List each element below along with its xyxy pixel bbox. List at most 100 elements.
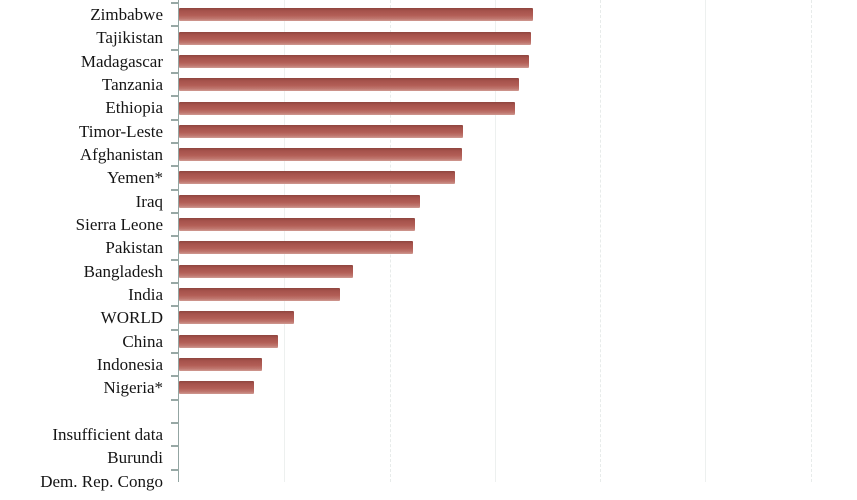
bar-row: China — [0, 330, 857, 353]
axis-tick — [171, 258, 179, 261]
bar-track — [178, 330, 857, 353]
category-label: Tanzania — [101, 74, 163, 94]
no-data-row: Dem. Rep. Congo — [0, 470, 857, 493]
axis-tick — [171, 118, 179, 121]
bar — [179, 148, 462, 162]
bar-chart: Zimbabwe Tajikistan Madagascar Tanzania Ethi… — [40, 0, 812, 491]
axis-tick — [171, 352, 179, 355]
bar — [179, 311, 294, 325]
spacer-row — [0, 400, 857, 423]
bar — [179, 54, 530, 68]
bar — [179, 78, 519, 92]
category-label: Sierra Leone — [75, 214, 163, 234]
category-label: Indonesia — [96, 354, 163, 374]
axis-tick — [171, 398, 179, 401]
axis-tick — [171, 235, 179, 238]
bar-row: Yemen* — [0, 166, 857, 189]
bar — [179, 171, 456, 185]
gridline — [494, 0, 496, 482]
bar-track — [178, 73, 857, 96]
bar-row: Nigeria* — [0, 376, 857, 399]
category-label: Insufficient data — [52, 424, 163, 444]
bar — [179, 101, 516, 115]
bar — [179, 288, 341, 302]
bar-row: Zimbabwe — [0, 3, 857, 26]
category-label: China — [122, 331, 163, 351]
category-label: Bangladesh — [83, 261, 163, 281]
bar-row: Madagascar — [0, 50, 857, 73]
gridline — [389, 0, 391, 482]
axis-tick — [171, 2, 179, 4]
bar-track — [178, 446, 857, 469]
insufficient-data-header-row: Insufficient data — [0, 423, 857, 446]
bar-track — [178, 26, 857, 49]
category-label — [0, 400, 178, 423]
bar — [179, 124, 463, 138]
axis-tick — [171, 422, 179, 425]
category-label: Madagascar — [80, 51, 163, 71]
bar-track — [178, 120, 857, 143]
bar-track — [178, 376, 857, 399]
axis-tick — [171, 95, 179, 98]
category-label: Iraq — [135, 191, 163, 211]
bar-track — [178, 143, 857, 166]
category-label: Yemen* — [107, 168, 163, 188]
bar — [179, 334, 279, 348]
no-data-row: Burundi — [0, 446, 857, 469]
axis-tick — [171, 375, 179, 378]
bar-track — [178, 213, 857, 236]
axis-tick — [171, 165, 179, 168]
category-label: Timor-Leste — [78, 121, 163, 141]
axis-tick — [171, 445, 179, 448]
category-label: Pakistan — [105, 238, 163, 258]
bar-track — [178, 236, 857, 259]
category-label: Tajikistan — [96, 28, 163, 48]
axis-tick — [171, 328, 179, 331]
category-label: Ethiopia — [105, 98, 163, 118]
bar-track — [178, 96, 857, 119]
gridline — [284, 0, 286, 482]
category-label: Dem. Rep. Congo — [40, 471, 163, 491]
bar — [179, 31, 532, 45]
bar-track — [178, 470, 857, 493]
bar-row: India — [0, 283, 857, 306]
category-label: Afghanistan — [79, 144, 163, 164]
bar-row: Bangladesh — [0, 260, 857, 283]
bar-row: Tanzania — [0, 73, 857, 96]
gridline — [600, 0, 602, 482]
bar-row: WORLD — [0, 306, 857, 329]
bar-track — [178, 50, 857, 73]
category-label: WORLD — [100, 308, 163, 328]
axis-tick — [171, 25, 179, 28]
bar — [179, 218, 416, 232]
axis-tick — [171, 468, 179, 471]
axis-tick — [171, 142, 179, 145]
category-label: Zimbabwe — [90, 5, 163, 24]
bar-row: Ethiopia — [0, 96, 857, 119]
bar-row: Pakistan — [0, 236, 857, 259]
gridline — [810, 0, 812, 482]
bar-track — [178, 353, 857, 376]
gridline — [705, 0, 707, 482]
bar — [179, 264, 353, 278]
bar-row: Indonesia — [0, 353, 857, 376]
bar-track — [178, 423, 857, 446]
category-label: Burundi — [107, 448, 163, 468]
bar-track — [178, 3, 857, 26]
category-label: India — [128, 284, 163, 304]
bar-track — [178, 166, 857, 189]
bar — [179, 358, 263, 372]
bar — [179, 8, 534, 22]
bar-row: Tajikistan — [0, 26, 857, 49]
bar-track — [178, 306, 857, 329]
bar — [179, 241, 414, 255]
bar-track — [178, 260, 857, 283]
bar-track — [178, 400, 857, 423]
bar-row: Sierra Leone — [0, 213, 857, 236]
bar — [179, 194, 421, 208]
bar-row: Afghanistan — [0, 143, 857, 166]
axis-tick — [171, 282, 179, 285]
bar — [179, 381, 254, 395]
axis-tick — [171, 72, 179, 75]
